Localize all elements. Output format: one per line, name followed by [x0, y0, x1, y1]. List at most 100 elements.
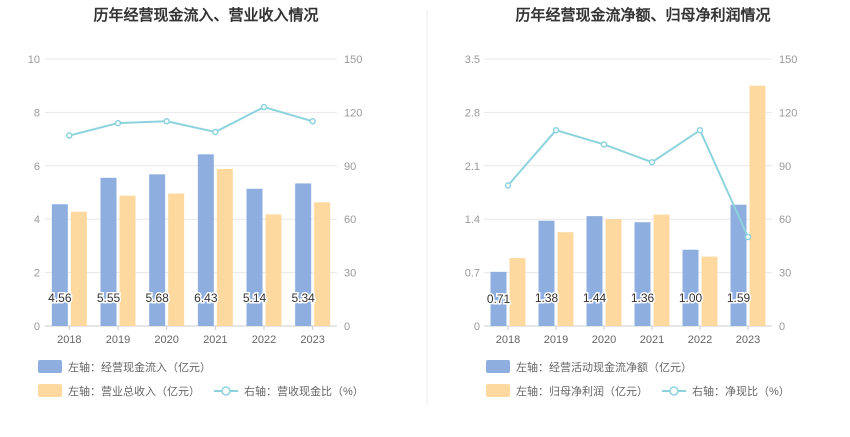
right-tick-label: 60	[344, 214, 356, 226]
bar-data-label: 5.14	[243, 291, 267, 305]
right-tick-label: 60	[779, 214, 791, 226]
right-tick-label: 30	[344, 268, 356, 280]
bar-data-label: 5.55	[97, 291, 121, 305]
left-tick-label: 1.4	[465, 214, 480, 226]
bar-series-1[interactable]	[51, 204, 68, 326]
bar-series-1[interactable]	[538, 220, 555, 326]
bar-series-1[interactable]	[730, 204, 747, 326]
x-tick-label: 2022	[252, 334, 276, 346]
bar-series-2[interactable]	[509, 258, 526, 326]
bar-series-2[interactable]	[314, 202, 331, 326]
right-tick-label: 90	[779, 161, 791, 173]
bar-series-2[interactable]	[216, 169, 233, 326]
chart-title: 历年经营现金流净额、归母净利润情况	[515, 6, 770, 24]
bar-data-label: 1.44	[583, 291, 607, 305]
left-tick-label: 8	[34, 107, 40, 119]
line-point[interactable]	[163, 118, 170, 125]
left-tick-label: 10	[28, 54, 40, 66]
legend-label: 左轴：归母净利润（亿元）	[516, 384, 648, 398]
right-tick-label: 120	[779, 107, 797, 119]
bar-series-2[interactable]	[749, 85, 766, 326]
bar-series-1[interactable]	[149, 174, 166, 326]
bar-series-1[interactable]	[490, 271, 507, 326]
legend-label: 左轴：经营活动现金流净额（亿元）	[516, 360, 692, 374]
right-tick-label: 30	[779, 268, 791, 280]
bar-data-label: 0.71	[487, 292, 511, 306]
line-point[interactable]	[66, 132, 73, 139]
bar-series-1[interactable]	[682, 249, 699, 326]
x-tick-label: 2018	[496, 334, 520, 346]
left-tick-label: 0	[34, 321, 40, 333]
bar-data-label: 1.36	[631, 291, 655, 305]
legend-swatch[interactable]	[38, 360, 62, 373]
bar-series-2[interactable]	[119, 195, 136, 326]
legend-swatch[interactable]	[38, 384, 62, 397]
bar-data-label: 1.38	[535, 291, 559, 305]
bar-data-label: 6.43	[194, 291, 218, 305]
line-point[interactable]	[309, 118, 316, 125]
legend-label: 左轴：营业总收入（亿元）	[68, 384, 200, 398]
line-series	[69, 105, 313, 137]
x-tick-label: 2019	[544, 334, 568, 346]
x-tick-label: 2018	[57, 334, 81, 346]
right-tick-label: 150	[779, 54, 797, 66]
line-point[interactable]	[114, 119, 122, 127]
legend-swatch[interactable]	[486, 360, 510, 373]
bar-series-1[interactable]	[586, 216, 603, 326]
bar-series-2[interactable]	[605, 219, 622, 326]
x-tick-label: 2021	[640, 334, 664, 346]
line-point[interactable]	[552, 126, 560, 134]
bar-series-1[interactable]	[295, 183, 312, 326]
left-tick-label: 4	[34, 214, 40, 226]
bar-series-1[interactable]	[634, 222, 651, 326]
chart-1: 历年经营现金流入、营业收入情况 0 0 2 30 4 60 6 90 8 120 10 150 2018 2…	[28, 6, 364, 398]
bar-data-label: 4.56	[48, 291, 72, 305]
line-point[interactable]	[260, 103, 268, 111]
bar-data-label: 5.68	[145, 291, 169, 305]
right-tick-label: 120	[344, 107, 362, 119]
x-tick-label: 2023	[300, 334, 324, 346]
bar-data-label: 5.34	[291, 291, 315, 305]
bar-series-1[interactable]	[246, 188, 263, 326]
left-tick-label: 0.7	[465, 268, 480, 280]
x-tick-label: 2022	[688, 334, 712, 346]
line-series	[507, 128, 749, 238]
line-point[interactable]	[696, 126, 704, 134]
x-tick-label: 2021	[203, 334, 227, 346]
x-tick-label: 2019	[106, 334, 130, 346]
legend-label: 右轴：净现比（%）	[692, 384, 790, 398]
line-point[interactable]	[504, 182, 512, 189]
bar-series-1[interactable]	[197, 154, 214, 326]
line-point[interactable]	[600, 141, 608, 148]
bar-series-2[interactable]	[557, 232, 574, 326]
chart-title: 历年经营现金流入、营业收入情况	[93, 6, 318, 24]
bar-series-2[interactable]	[653, 214, 670, 326]
right-tick-label: 90	[344, 161, 356, 173]
bar-series-2[interactable]	[265, 214, 282, 326]
right-tick-label: 0	[779, 321, 785, 333]
left-tick-label: 2.1	[465, 161, 480, 173]
line-point[interactable]	[744, 233, 752, 241]
legend-label: 左轴：经营现金流入（亿元）	[68, 360, 211, 374]
left-tick-label: 2	[34, 268, 40, 280]
left-tick-label: 2.8	[465, 107, 480, 119]
x-tick-label: 2020	[154, 334, 178, 346]
bar-series-2[interactable]	[70, 211, 87, 326]
legend-line-marker	[669, 386, 679, 396]
bar-data-label: 1.59	[727, 291, 751, 305]
x-tick-label: 2020	[592, 334, 616, 346]
x-tick-label: 2023	[736, 334, 760, 346]
left-tick-label: 0	[474, 321, 480, 333]
legend-swatch[interactable]	[486, 384, 510, 397]
line-point[interactable]	[648, 158, 656, 166]
right-tick-label: 0	[344, 321, 350, 333]
bar-series-2[interactable]	[168, 193, 185, 326]
bar-data-label: 1.00	[679, 291, 703, 305]
legend-line-marker	[221, 386, 231, 396]
bar-series-1[interactable]	[100, 177, 117, 326]
bar-series-2[interactable]	[701, 256, 718, 326]
line-point[interactable]	[212, 128, 219, 136]
left-tick-label: 3.5	[465, 54, 480, 66]
